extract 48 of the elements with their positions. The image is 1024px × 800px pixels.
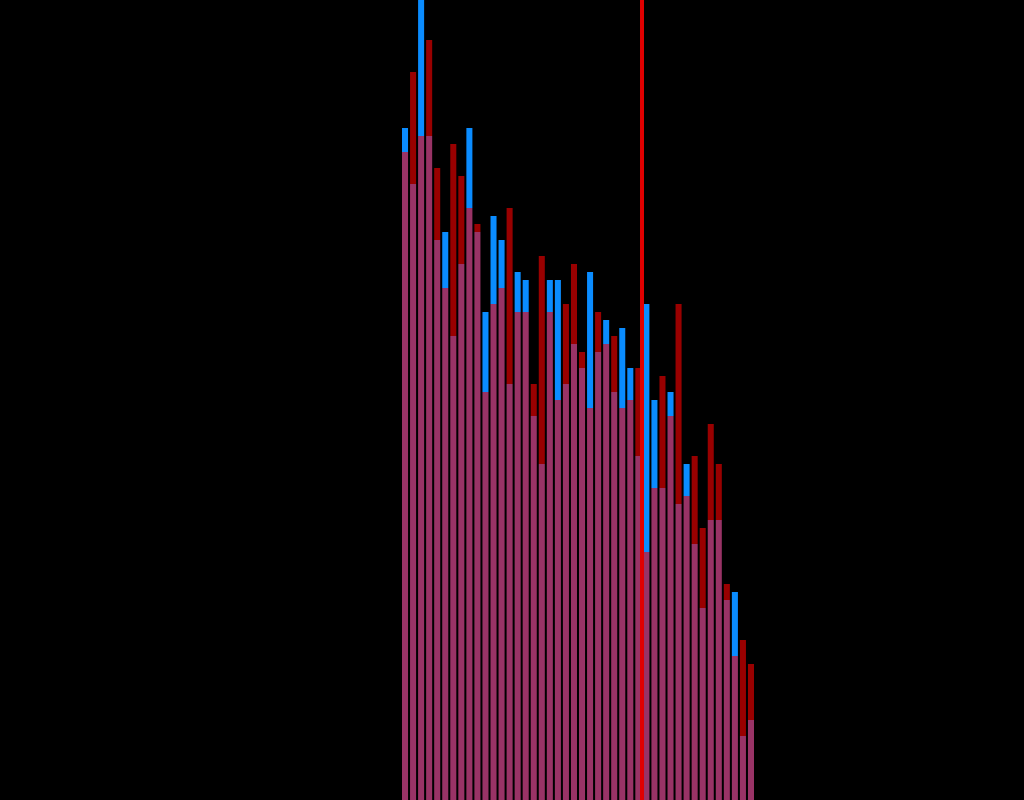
bar xyxy=(538,256,545,464)
bar xyxy=(490,216,497,304)
bar xyxy=(442,232,449,288)
bar xyxy=(667,416,674,800)
bar xyxy=(522,280,529,312)
bar xyxy=(514,312,521,800)
bar xyxy=(546,312,553,800)
bar xyxy=(747,720,754,800)
bar xyxy=(611,336,618,392)
bar xyxy=(739,640,746,736)
bar xyxy=(603,320,610,344)
bar xyxy=(731,592,738,656)
bar xyxy=(715,520,722,800)
bar xyxy=(522,312,529,800)
bar xyxy=(482,312,489,392)
bar xyxy=(707,520,714,800)
bar xyxy=(683,464,690,496)
bar xyxy=(466,208,473,800)
bar xyxy=(506,208,513,384)
bar xyxy=(450,144,457,336)
bar xyxy=(603,344,610,800)
bar xyxy=(554,280,561,400)
bar xyxy=(402,152,409,800)
bar xyxy=(418,0,425,136)
bar xyxy=(434,168,441,240)
bar xyxy=(410,72,417,184)
bar xyxy=(627,400,634,800)
bar xyxy=(402,128,409,152)
bar xyxy=(418,136,425,800)
bar xyxy=(659,376,666,488)
bar xyxy=(651,488,658,800)
bar xyxy=(474,224,481,232)
bar xyxy=(570,344,577,800)
bar xyxy=(466,128,473,208)
bar xyxy=(683,496,690,800)
bar xyxy=(707,424,714,520)
bar xyxy=(619,328,626,408)
bar xyxy=(675,304,682,504)
bar xyxy=(426,40,433,136)
bar xyxy=(587,272,594,408)
bar xyxy=(579,352,586,368)
bar xyxy=(498,288,505,800)
bar xyxy=(595,312,602,352)
bar xyxy=(667,392,674,416)
bar xyxy=(723,584,730,600)
bar xyxy=(595,352,602,800)
bar xyxy=(426,136,433,800)
bar xyxy=(514,272,521,312)
